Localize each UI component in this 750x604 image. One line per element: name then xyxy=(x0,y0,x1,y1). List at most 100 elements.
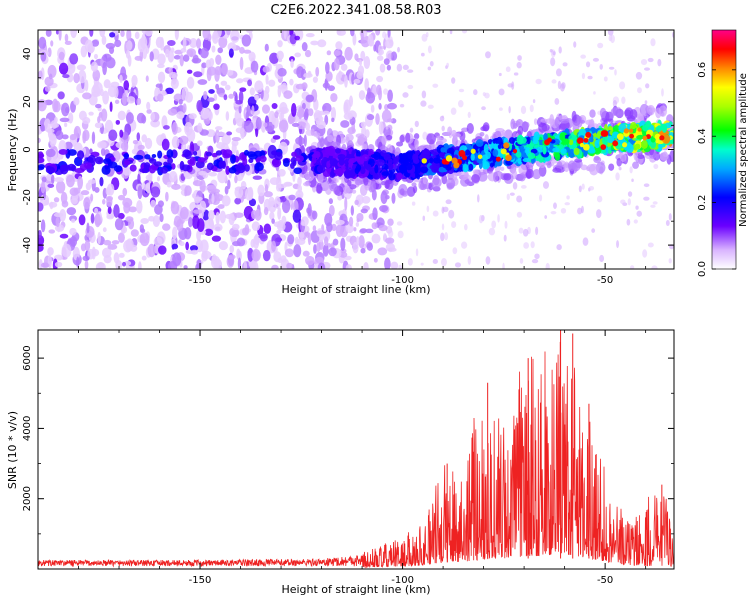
spectrogram-cell xyxy=(141,167,150,174)
spectrogram-cell xyxy=(608,163,615,171)
spectrogram-cell xyxy=(385,237,395,245)
spectrogram-cell xyxy=(316,242,321,253)
spectrogram-cell xyxy=(92,69,101,82)
spectrogram-cell xyxy=(134,31,140,40)
spectrogram-cell xyxy=(166,181,172,188)
spectrogram-cell xyxy=(436,161,440,170)
spectrogram-cell xyxy=(279,106,289,114)
spectrogram-cell xyxy=(290,156,297,165)
spectrogram-cell xyxy=(91,39,100,47)
spectrogram-cell xyxy=(420,166,429,174)
spectrogram-cell xyxy=(529,104,534,113)
spectrogram-cell xyxy=(603,76,608,82)
spectrogram-cell xyxy=(535,78,542,85)
spectrogram-cell xyxy=(247,79,253,87)
spectrogram-cell xyxy=(462,163,469,173)
spectrogram-cell xyxy=(291,103,297,117)
spectrogram-cell xyxy=(322,82,330,89)
spectrogram-cell xyxy=(50,40,54,47)
spectrogram-cell xyxy=(432,259,438,264)
spectrogram-cell xyxy=(489,162,494,168)
spectrogram-cell xyxy=(668,258,672,264)
spectrogram-cell xyxy=(221,195,231,207)
spectrogram-cell xyxy=(618,166,622,171)
spectrogram-cell xyxy=(277,67,287,77)
spectrogram-cell xyxy=(192,209,203,214)
spectrogram-cell xyxy=(60,164,69,175)
spectrogram-cell xyxy=(554,116,561,128)
spectrogram-cell xyxy=(483,161,488,170)
spectrogram-cell xyxy=(653,163,659,170)
spectrogram-cell xyxy=(203,90,208,100)
spectrogram-cell xyxy=(283,90,293,99)
spectrogram-cell xyxy=(45,30,52,37)
spectrogram-cell xyxy=(543,132,548,142)
figure-title: C2E6.2022.341.08.58.R03 xyxy=(270,3,441,18)
spectrogram-cell xyxy=(375,30,381,36)
spectrogram-cell xyxy=(376,55,384,61)
spectrogram-cell xyxy=(254,80,264,93)
spectrogram-cell xyxy=(244,164,250,172)
spectrogram-cell xyxy=(82,130,87,144)
spectrogram-cell xyxy=(399,103,405,108)
spectrogram-cell xyxy=(387,36,393,43)
colorbar-tick-label: 0.4 xyxy=(697,128,708,144)
spectrogram-cell xyxy=(94,213,101,228)
spectrogram-cell xyxy=(370,104,375,113)
spectrogram-cell xyxy=(137,38,146,53)
spectrogram-cell xyxy=(111,240,120,245)
spectrogram-cell xyxy=(210,219,214,233)
spectrogram-cell xyxy=(431,177,442,188)
spectrogram-cell xyxy=(356,218,360,223)
spectrogram-cell xyxy=(464,223,468,231)
spectrogram-cell xyxy=(448,209,455,219)
spectrogram-cell xyxy=(109,32,116,38)
spectrogram-cell xyxy=(252,175,263,180)
spectrogram-cell xyxy=(485,51,491,59)
spectrogram-cell xyxy=(586,164,596,172)
spectrogram-cell xyxy=(107,161,118,169)
spectrogram-cell xyxy=(208,111,213,121)
spectrogram-cell xyxy=(384,33,389,42)
spectrogram-cell xyxy=(568,149,576,158)
spectrogram-cell xyxy=(215,126,223,131)
spectrogram-cell xyxy=(89,30,94,37)
spectrogram-cell xyxy=(308,108,314,117)
spectrogram-cell xyxy=(268,79,276,87)
spectrogram-cell xyxy=(176,111,185,120)
spectrogram-cell xyxy=(43,118,51,132)
snr-y-tick-label: 6000 xyxy=(22,345,33,370)
spectrogram-cell xyxy=(82,117,91,125)
spectrogram-cell xyxy=(302,250,310,257)
snr-x-ticks: -150 -100 -50 xyxy=(78,330,647,586)
spectrogram-cell xyxy=(350,30,355,37)
spectrogram-cell xyxy=(157,53,166,65)
spectrogram-hotspot xyxy=(583,143,590,151)
spectrogram-cell xyxy=(153,161,163,167)
spectrogram-cell xyxy=(284,248,294,258)
spectrogram-cell xyxy=(427,66,432,71)
spectrogram-cell xyxy=(170,201,180,215)
spectrogram-cell xyxy=(162,223,171,231)
spectrogram-cell xyxy=(516,61,522,69)
spectrogram-cell xyxy=(312,225,317,232)
spectrogram-cell xyxy=(277,40,283,48)
spectrogram-cell xyxy=(556,244,562,251)
spectrogram-cell xyxy=(84,39,93,53)
spectrogram-hotspot xyxy=(505,154,512,162)
spectrogram-cell xyxy=(138,261,142,269)
spectrogram-panel: -150 -100 -50 -40 -20 0 20 40 Height of straig… xyxy=(6,29,675,296)
spectrogram-cell xyxy=(512,122,518,129)
spectrogram-cell xyxy=(607,30,614,36)
spectrogram-cell xyxy=(292,209,302,223)
spectrogram-cell xyxy=(639,103,650,116)
spectrogram-cell xyxy=(97,262,105,269)
spectrogram-cell xyxy=(182,36,187,51)
spectrogram-cell xyxy=(365,164,372,171)
spectrogram-cell xyxy=(370,154,379,159)
spectrogram-cell xyxy=(612,100,617,108)
spectrogram-cell xyxy=(271,102,278,109)
spectrogram-cell xyxy=(354,199,359,206)
spectrogram-cell xyxy=(376,159,385,167)
spectrogram-cell xyxy=(149,51,154,62)
